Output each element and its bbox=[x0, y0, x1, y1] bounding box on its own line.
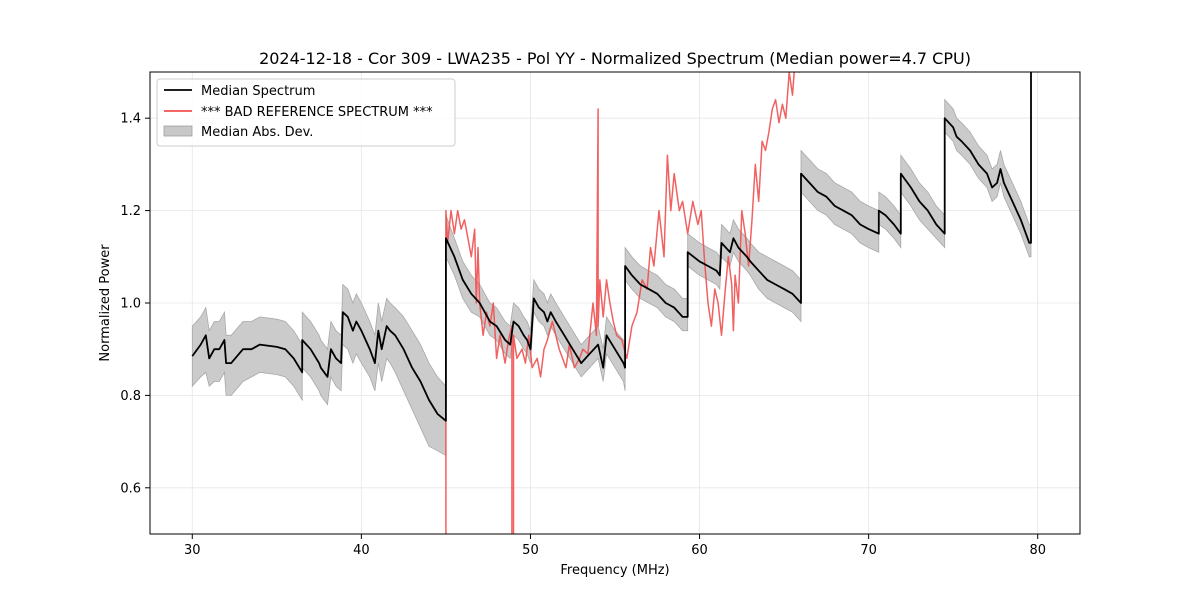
legend: Median Spectrum *** BAD REFERENCE SPECTR… bbox=[156, 78, 456, 147]
legend-label-bad-reference: *** BAD REFERENCE SPECTRUM *** bbox=[201, 105, 433, 120]
y-tick-label: 0.8 bbox=[120, 389, 141, 404]
median-spectrum-line bbox=[191, 72, 1032, 422]
x-tick-label: 50 bbox=[522, 543, 539, 558]
legend-swatch-mad bbox=[163, 125, 193, 137]
axis-ticks: 30 40 50 60 70 80 0.6 0.8 1.0 1.2 1.4 bbox=[120, 112, 1046, 558]
y-axis-label: Normalized Power bbox=[98, 244, 113, 362]
x-tick-label: 80 bbox=[1029, 543, 1046, 558]
mad-band bbox=[191, 72, 1032, 457]
legend-label-mad: Median Abs. Dev. bbox=[201, 125, 313, 140]
x-tick-label: 30 bbox=[184, 543, 201, 558]
chart-title: 2024-12-18 - Cor 309 - LWA235 - Pol YY -… bbox=[259, 49, 971, 68]
bad-reference-line bbox=[445, 72, 801, 534]
x-tick-label: 60 bbox=[691, 543, 708, 558]
legend-label-median: Median Spectrum bbox=[201, 84, 315, 99]
legend-box bbox=[156, 78, 456, 147]
y-tick-label: 1.4 bbox=[120, 112, 141, 127]
x-axis-label: Frequency (MHz) bbox=[560, 563, 669, 578]
plot-data bbox=[191, 72, 1032, 534]
x-tick-label: 40 bbox=[353, 543, 370, 558]
y-tick-label: 1.0 bbox=[120, 297, 141, 312]
x-tick-label: 70 bbox=[860, 543, 877, 558]
y-tick-label: 0.6 bbox=[120, 481, 141, 496]
y-tick-label: 1.2 bbox=[120, 204, 141, 219]
